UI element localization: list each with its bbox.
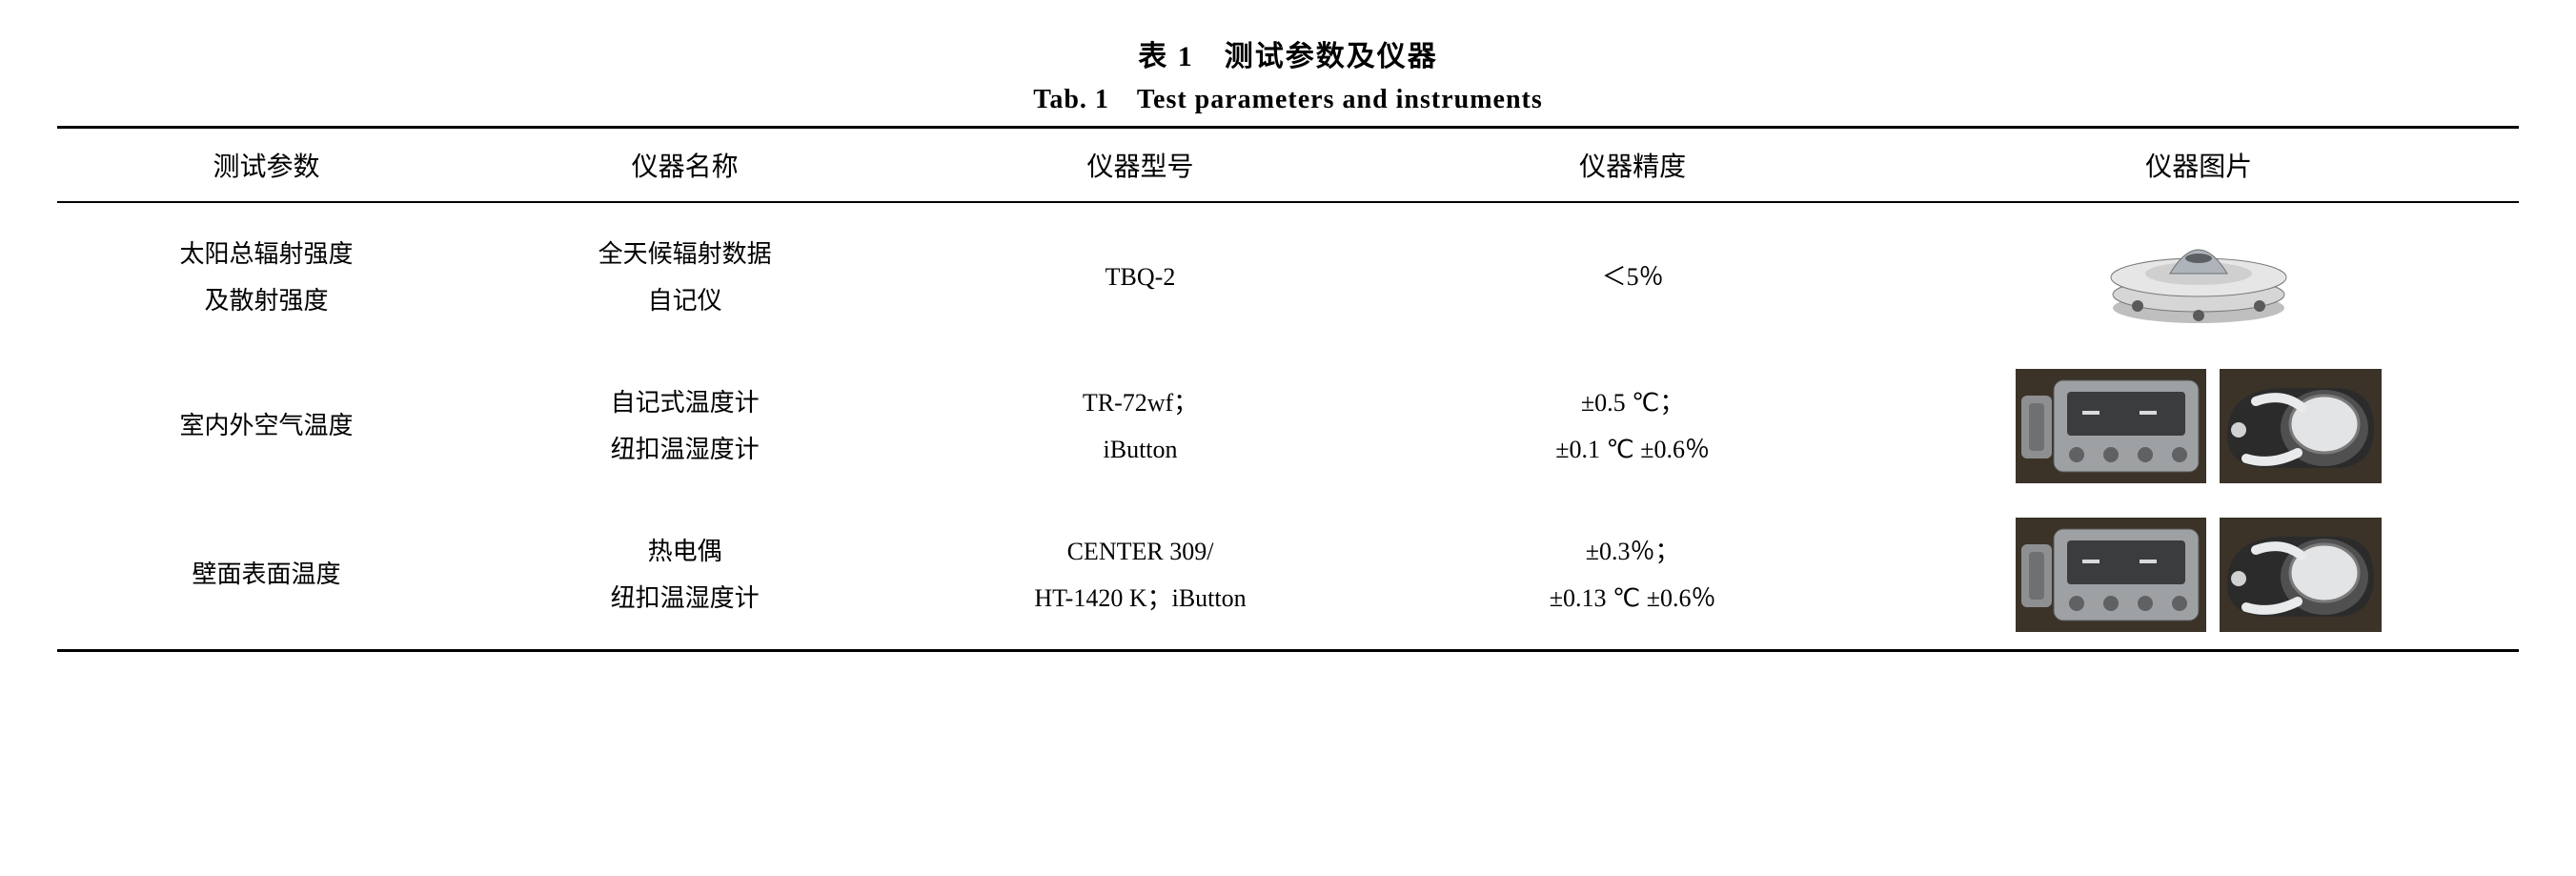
cell-line: 壁面表面温度 — [193, 560, 341, 588]
cell-line: 自记式温度计 — [611, 389, 760, 417]
cell-param: 太阳总辐射强度及散射强度 — [57, 202, 476, 352]
pyranometer-icon — [2103, 220, 2294, 335]
ibutton-icon — [2220, 518, 2382, 632]
th-name: 仪器名称 — [476, 128, 894, 203]
cell-line: 全天候辐射数据 — [598, 240, 772, 268]
cell-line: 纽扣温湿度计 — [611, 584, 760, 612]
cell-model: TR-72wf； iButton — [894, 352, 1387, 500]
cell-model: CENTER 309/HT-1420 K；iButton — [894, 500, 1387, 651]
th-image: 仪器图片 — [1878, 128, 2519, 203]
cell-line: iButton — [1104, 436, 1178, 463]
cell-line: HT-1420 K；iButton — [1034, 584, 1246, 612]
cell-line: 纽扣温湿度计 — [611, 436, 760, 463]
cell-line: 室内外空气温度 — [180, 412, 354, 439]
cell-line: ±0.13 ℃ ±0.6％ — [1550, 584, 1716, 612]
instruments-table: 测试参数 仪器名称 仪器型号 仪器精度 仪器图片 太阳总辐射强度及散射强度全天候… — [57, 126, 2519, 652]
cell-line: 及散射强度 — [205, 287, 329, 315]
caption-en: Tab. 1 Test parameters and instruments — [57, 78, 2519, 116]
cell-param: 室内外空气温度 — [57, 352, 476, 500]
cell-accuracy: ＜5％ — [1387, 202, 1879, 352]
cell-line: ±0.5 ℃； — [1581, 389, 1684, 417]
th-model: 仪器型号 — [894, 128, 1387, 203]
cell-line: ±0.1 ℃ ±0.6％ — [1555, 436, 1710, 463]
cell-line: TBQ-2 — [1105, 263, 1176, 291]
cell-line: CENTER 309/ — [1067, 538, 1214, 565]
cell-image — [1878, 500, 2519, 651]
cell-name: 自记式温度计纽扣温湿度计 — [476, 352, 894, 500]
datalogger-icon — [2016, 369, 2206, 483]
cell-line: ＜5％ — [1602, 263, 1664, 291]
cell-name: 热电偶纽扣温湿度计 — [476, 500, 894, 651]
th-accuracy: 仪器精度 — [1387, 128, 1879, 203]
datalogger-icon — [2016, 518, 2206, 632]
cell-line: 热电偶 — [648, 538, 722, 565]
cell-accuracy: ±0.3％； ±0.13 ℃ ±0.6％ — [1387, 500, 1879, 651]
cell-accuracy: ±0.5 ℃； ±0.1 ℃ ±0.6％ — [1387, 352, 1879, 500]
table-row: 壁面表面温度热电偶纽扣温湿度计CENTER 309/HT-1420 K；iBut… — [57, 500, 2519, 651]
cell-line: TR-72wf； — [1083, 389, 1198, 417]
cell-line: 自记仪 — [648, 287, 722, 315]
table-body: 太阳总辐射强度及散射强度全天候辐射数据自记仪TBQ-2＜5％ 室内外空气温度自记… — [57, 202, 2519, 651]
cell-name: 全天候辐射数据自记仪 — [476, 202, 894, 352]
cell-line: ±0.3％； — [1586, 538, 1680, 565]
instrument-image-wrap — [1886, 220, 2511, 335]
table-row: 太阳总辐射强度及散射强度全天候辐射数据自记仪TBQ-2＜5％ — [57, 202, 2519, 352]
cell-param: 壁面表面温度 — [57, 500, 476, 651]
cell-image — [1878, 202, 2519, 352]
instrument-image-wrap — [1886, 518, 2511, 632]
ibutton-icon — [2220, 369, 2382, 483]
caption-cn: 表 1 测试参数及仪器 — [57, 32, 2519, 74]
cell-line: 太阳总辐射强度 — [180, 240, 354, 268]
th-param: 测试参数 — [57, 128, 476, 203]
cell-image — [1878, 352, 2519, 500]
table-row: 室内外空气温度 自记式温度计纽扣温湿度计 TR-72wf； iButton ±0.5 ℃… — [57, 352, 2519, 500]
instrument-image-wrap — [1886, 369, 2511, 483]
cell-model: TBQ-2 — [894, 202, 1387, 352]
